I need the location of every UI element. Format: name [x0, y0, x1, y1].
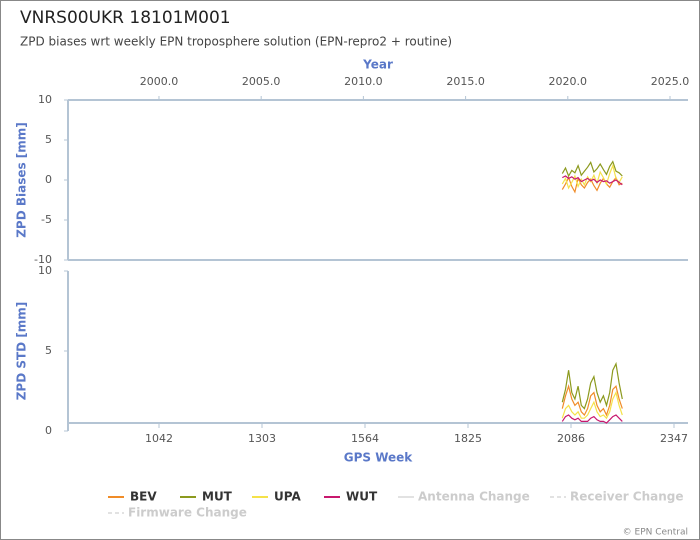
- x2-tick-label: 2005.0: [242, 75, 281, 88]
- series-line: [561, 390, 623, 420]
- series-line: [561, 160, 623, 178]
- x-tick-label: 1042: [145, 432, 173, 445]
- x2-tick-label: 2015.0: [446, 75, 485, 88]
- y-tick-label: 10: [38, 264, 52, 277]
- y-axis-label: ZPD STD [mm]: [15, 302, 29, 401]
- x2-tick-label: 2000.0: [140, 75, 179, 88]
- x-tick-label: 1303: [248, 432, 276, 445]
- legend-label: Antenna Change: [418, 490, 530, 504]
- series-line: [561, 414, 623, 424]
- legend-label: WUT: [346, 490, 378, 504]
- y-tick-label: 5: [45, 344, 52, 357]
- title: VNRS00UKR 18101M001: [20, 8, 231, 28]
- x-tick-label: 1825: [454, 432, 482, 445]
- series-line: [562, 175, 623, 186]
- x-tick-label: 1564: [351, 432, 379, 445]
- x2-tick-label: 2020.0: [549, 75, 588, 88]
- legend-label: MUT: [202, 490, 233, 504]
- footer: © EPN Central: [623, 528, 688, 538]
- x2-tick-label: 2010.0: [344, 75, 383, 88]
- series-line: [561, 163, 623, 190]
- series-line: [561, 384, 623, 417]
- legend-label: BEV: [130, 490, 157, 504]
- x-tick-label: 2086: [557, 432, 585, 445]
- y-axis-label: ZPD Biases [mm]: [15, 122, 29, 238]
- y-tick-label: 5: [45, 133, 52, 146]
- x-axis-label: GPS Week: [344, 451, 414, 465]
- series-line: [561, 361, 623, 410]
- legend-label: Receiver Change: [570, 490, 684, 504]
- legend-label: UPA: [274, 490, 301, 504]
- subtitle: ZPD biases wrt weekly EPN troposphere so…: [20, 35, 452, 49]
- y-tick-label: 0: [45, 424, 52, 437]
- legend-label: Firmware Change: [128, 506, 247, 520]
- x2-axis-label: Year: [362, 58, 393, 72]
- y-tick-label: 0: [45, 173, 52, 186]
- y-tick-label: -5: [41, 213, 52, 226]
- x-tick-label: 2347: [660, 432, 688, 445]
- y-tick-label: -10: [34, 253, 52, 266]
- x2-tick-label: 2025.0: [651, 75, 690, 88]
- y-tick-label: 10: [38, 93, 52, 106]
